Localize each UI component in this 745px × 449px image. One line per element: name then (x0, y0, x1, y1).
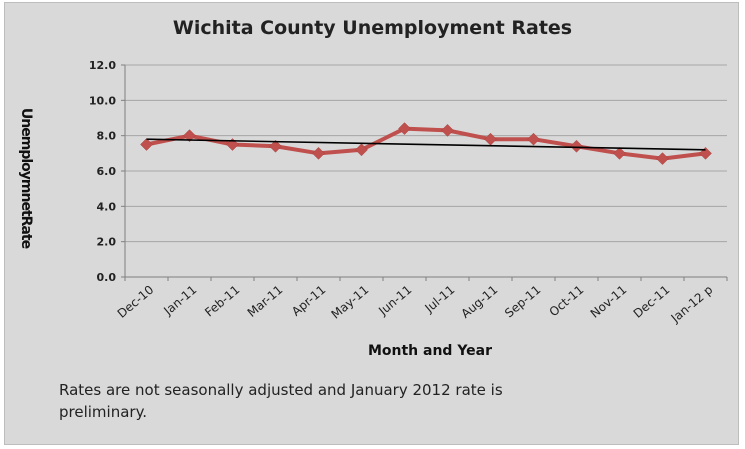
x-tick-label: Dec-10 (115, 283, 157, 321)
trend-line (146, 138, 706, 151)
chart-plot: 0.0 2.0 4.0 6.0 8.0 10.0 12.0 Dec-10 Jan-11 Feb-1… (89, 59, 728, 326)
x-tick-label: Mar-11 (245, 283, 286, 320)
y-tick-label: 2.0 (97, 236, 117, 249)
x-tick-label: Dec-11 (631, 283, 673, 321)
chart-frame: Wichita County Unemployment Rates Unempl… (4, 2, 739, 445)
data-point (398, 122, 411, 135)
data-point (140, 138, 153, 151)
data-point (613, 146, 626, 160)
x-tick-label: Jun-11 (375, 283, 414, 319)
data-point (312, 146, 325, 160)
x-tick-label: Jan-11 (160, 283, 199, 319)
y-tick-label: 12.0 (89, 59, 116, 72)
y-tick-label: 4.0 (97, 200, 117, 213)
chart-footnote: Rates are not seasonally adjusted and Ja… (59, 381, 503, 421)
data-point (570, 139, 583, 153)
series-line (146, 126, 706, 161)
chart-title: Wichita County Unemployment Rates (172, 17, 573, 39)
x-tick-label: Aug-11 (458, 283, 500, 321)
y-tick-label: 8.0 (97, 130, 117, 143)
data-point (656, 152, 669, 165)
x-tick-label: Apr-11 (289, 283, 328, 319)
x-axis-label: Month and Year (367, 343, 493, 359)
data-point (527, 132, 540, 146)
y-tick-label: 0.0 (97, 271, 117, 284)
x-tick-label: Sep-11 (502, 283, 543, 321)
x-tick-label: Nov-11 (588, 283, 630, 321)
x-tick-label: Oct-11 (547, 283, 587, 320)
data-point (355, 143, 368, 157)
x-tick-label: Jan-12 p (668, 283, 716, 326)
x-tick-label: May-11 (329, 283, 372, 322)
y-tick-label: 6.0 (97, 165, 117, 178)
x-tick-label: Feb-11 (202, 283, 242, 320)
y-tick-label: 10.0 (89, 94, 116, 107)
data-point (269, 139, 282, 153)
x-tick-label: Jul-11 (422, 283, 458, 316)
data-point (441, 124, 454, 137)
data-point (183, 129, 196, 143)
